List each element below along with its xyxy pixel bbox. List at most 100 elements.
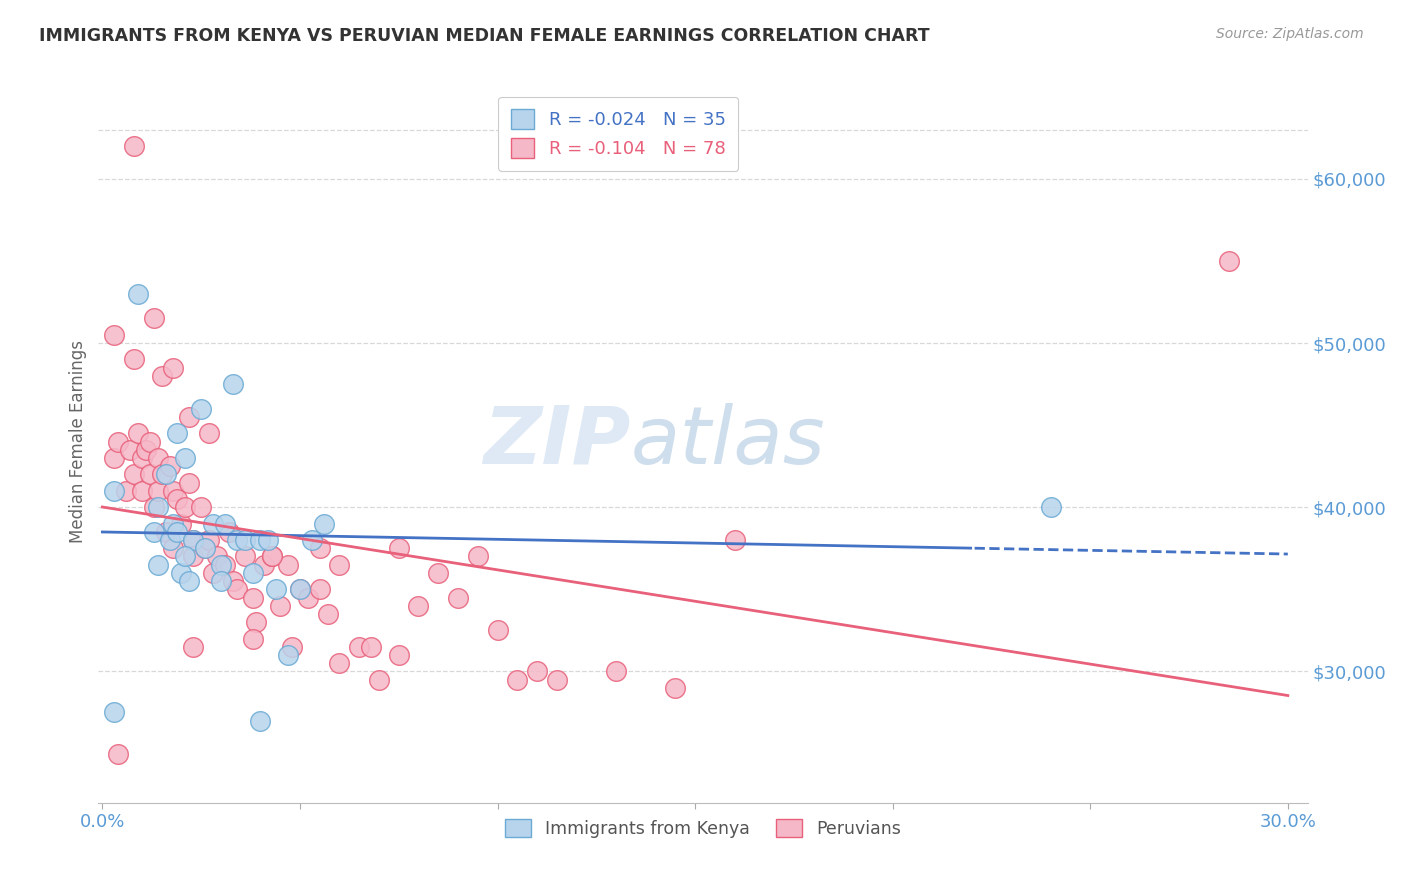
Point (166, 491, 188, 506)
Point (142, 500, 165, 515)
Point (360, 640, 382, 654)
Point (127, 426, 149, 441)
Point (245, 615, 267, 629)
Point (605, 665, 627, 679)
Point (249, 714, 271, 728)
Text: atlas: atlas (630, 402, 825, 481)
Point (1218, 253, 1240, 268)
Point (194, 541, 217, 556)
Point (269, 599, 291, 613)
Point (181, 533, 204, 547)
Point (1039, 500, 1062, 515)
Point (107, 434, 129, 449)
Point (181, 549, 204, 564)
Point (190, 401, 212, 416)
Point (277, 558, 299, 572)
Point (118, 442, 141, 457)
Point (146, 558, 169, 572)
Point (181, 533, 204, 547)
Point (257, 533, 280, 547)
Point (467, 549, 489, 564)
Point (146, 500, 169, 515)
Text: Source: ZipAtlas.com: Source: ZipAtlas.com (1216, 27, 1364, 41)
Point (506, 673, 529, 687)
Point (162, 360, 184, 375)
Point (253, 558, 276, 572)
Legend: Immigrants from Kenya, Peruvians: Immigrants from Kenya, Peruvians (498, 812, 908, 845)
Y-axis label: Median Female Earnings: Median Female Earnings (69, 340, 87, 543)
Point (218, 524, 240, 539)
Point (166, 524, 188, 539)
Point (122, 467, 145, 482)
Point (202, 516, 225, 531)
Point (162, 516, 184, 531)
Point (347, 640, 370, 654)
Point (205, 549, 228, 564)
Point (214, 558, 236, 572)
Point (103, 483, 125, 498)
Point (115, 483, 138, 498)
Point (308, 582, 330, 597)
Point (288, 582, 311, 597)
Point (546, 673, 568, 687)
Point (198, 426, 221, 441)
Point (142, 524, 165, 539)
Point (131, 450, 153, 465)
Point (277, 648, 299, 662)
Point (408, 599, 430, 613)
Point (103, 327, 125, 342)
Point (159, 533, 181, 547)
Text: ZIP: ZIP (484, 402, 630, 481)
Point (122, 139, 145, 153)
Point (146, 483, 169, 498)
Point (447, 591, 470, 605)
Point (103, 450, 125, 465)
Point (139, 434, 162, 449)
Point (233, 533, 256, 547)
Point (190, 500, 212, 515)
Point (174, 500, 197, 515)
Point (264, 582, 287, 597)
Point (162, 483, 184, 498)
Point (146, 450, 169, 465)
Point (297, 591, 319, 605)
Point (368, 673, 391, 687)
Point (107, 747, 129, 761)
Point (194, 541, 217, 556)
Point (328, 657, 350, 671)
Point (664, 681, 686, 695)
Point (174, 450, 197, 465)
Point (486, 624, 509, 638)
Point (225, 533, 247, 547)
Point (122, 352, 145, 367)
Point (288, 582, 311, 597)
Point (249, 533, 271, 547)
Point (225, 582, 247, 597)
Text: IMMIGRANTS FROM KENYA VS PERUVIAN MEDIAN FEMALE EARNINGS CORRELATION CHART: IMMIGRANTS FROM KENYA VS PERUVIAN MEDIAN… (39, 27, 929, 45)
Point (179, 574, 201, 588)
Point (179, 475, 201, 490)
Point (233, 549, 256, 564)
Point (131, 483, 153, 498)
Point (388, 541, 411, 556)
Point (127, 286, 149, 301)
Point (174, 549, 197, 564)
Point (723, 533, 745, 547)
Point (242, 632, 264, 646)
Point (150, 368, 173, 383)
Point (262, 549, 284, 564)
Point (202, 566, 225, 580)
Point (155, 524, 177, 539)
Point (242, 591, 264, 605)
Point (388, 648, 411, 662)
Point (139, 467, 162, 482)
Point (181, 640, 204, 654)
Point (155, 467, 177, 482)
Point (312, 516, 335, 531)
Point (198, 533, 221, 547)
Point (262, 549, 284, 564)
Point (170, 566, 193, 580)
Point (427, 566, 450, 580)
Point (150, 467, 173, 482)
Point (103, 706, 125, 720)
